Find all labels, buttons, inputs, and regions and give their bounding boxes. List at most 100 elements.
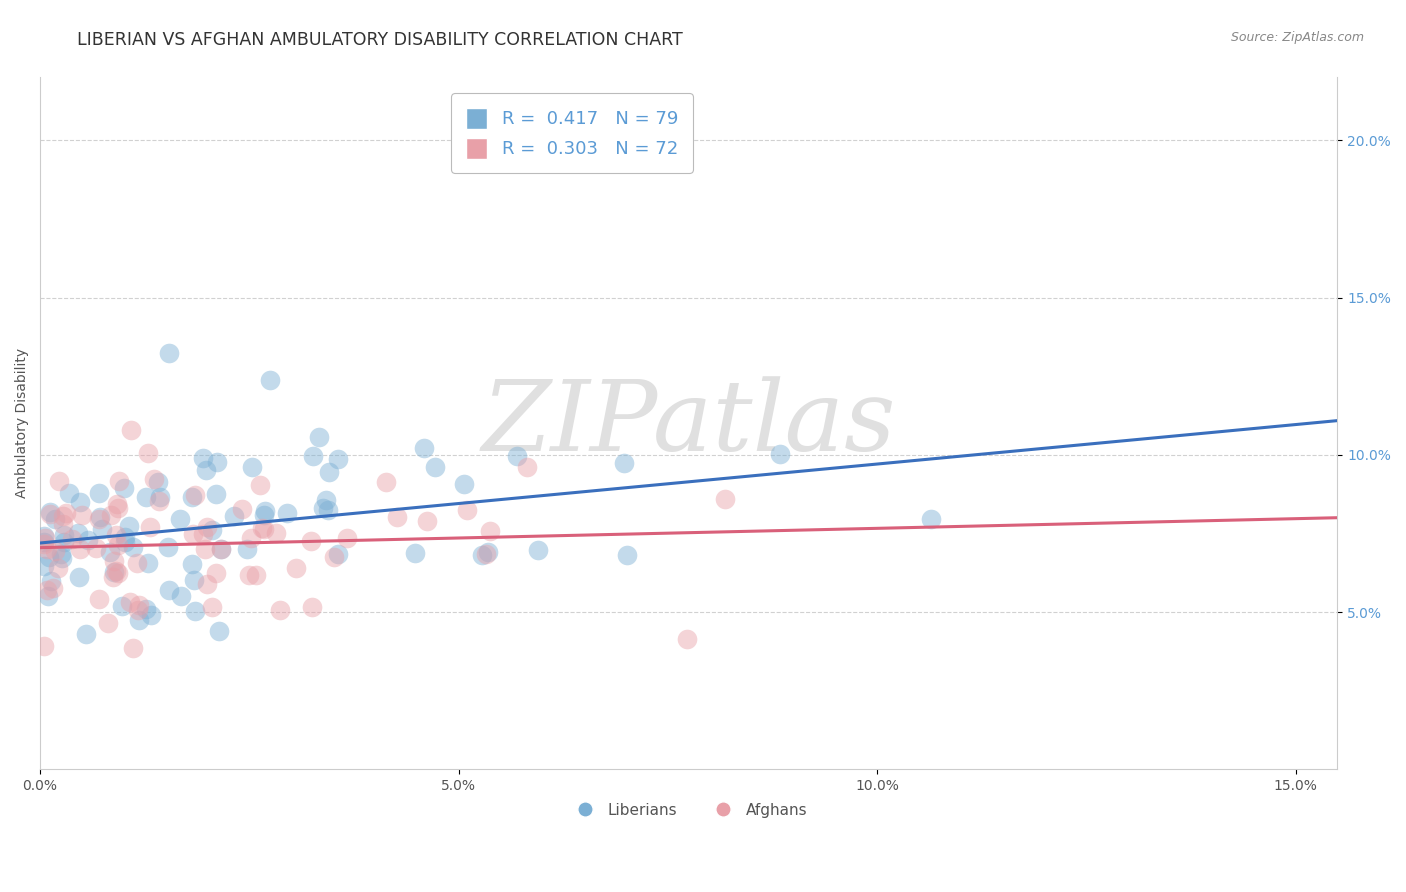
Point <box>103 554 125 568</box>
Point <box>51 550 73 565</box>
Point <box>404 546 426 560</box>
Point <box>89 512 111 526</box>
Point <box>479 524 502 538</box>
Point <box>60 533 83 547</box>
Point <box>374 475 396 490</box>
Point <box>527 542 550 557</box>
Point <box>37 589 59 603</box>
Point <box>516 459 538 474</box>
Point <box>105 564 128 578</box>
Point <box>122 540 145 554</box>
Point <box>312 501 335 516</box>
Point <box>308 430 330 444</box>
Point <box>58 486 80 500</box>
Text: LIBERIAN VS AFGHAN AMBULATORY DISABILITY CORRELATION CHART: LIBERIAN VS AFGHAN AMBULATORY DISABILITY… <box>77 31 683 49</box>
Point <box>183 573 205 587</box>
Point <box>108 475 131 489</box>
Point <box>107 538 129 552</box>
Point <box>37 583 59 598</box>
Point <box>84 541 107 555</box>
Point <box>148 493 170 508</box>
Point <box>180 490 202 504</box>
Point <box>157 541 180 555</box>
Point <box>231 502 253 516</box>
Point <box>195 520 218 534</box>
Point <box>253 523 276 537</box>
Point <box>128 599 150 613</box>
Point <box>245 567 267 582</box>
Point <box>136 556 159 570</box>
Point <box>181 527 204 541</box>
Point <box>107 566 129 580</box>
Point <box>328 452 350 467</box>
Point <box>323 549 346 564</box>
Point <box>416 514 439 528</box>
Point <box>75 627 97 641</box>
Point <box>284 561 307 575</box>
Point <box>143 472 166 486</box>
Point <box>315 492 337 507</box>
Point <box>34 639 56 653</box>
Point <box>714 491 737 506</box>
Point <box>769 447 792 461</box>
Point <box>128 613 150 627</box>
Point <box>49 547 72 561</box>
Point <box>253 504 276 518</box>
Point <box>120 423 142 437</box>
Point <box>157 582 180 597</box>
Point <box>34 529 56 543</box>
Point <box>146 475 169 489</box>
Point <box>89 510 111 524</box>
Point <box>236 542 259 557</box>
Point <box>118 595 141 609</box>
Point <box>46 561 69 575</box>
Point <box>44 544 66 558</box>
Point <box>301 599 323 614</box>
Point <box>264 526 287 541</box>
Point <box>53 528 76 542</box>
Point <box>101 570 124 584</box>
Point <box>184 488 207 502</box>
Point <box>105 497 128 511</box>
Point <box>138 520 160 534</box>
Point <box>249 478 271 492</box>
Point <box>477 545 499 559</box>
Point <box>208 624 231 638</box>
Point <box>66 526 89 541</box>
Point <box>253 508 276 523</box>
Point <box>39 504 62 518</box>
Point <box>453 476 475 491</box>
Point <box>471 548 494 562</box>
Point <box>52 516 75 531</box>
Y-axis label: Ambulatory Disability: Ambulatory Disability <box>15 348 30 499</box>
Point <box>183 604 205 618</box>
Point <box>205 454 228 468</box>
Point <box>252 520 274 534</box>
Point <box>269 602 291 616</box>
Text: ZIPatlas: ZIPatlas <box>481 376 896 471</box>
Point <box>209 542 232 557</box>
Point <box>385 509 408 524</box>
Point <box>34 535 56 549</box>
Point <box>205 566 228 581</box>
Point <box>136 446 159 460</box>
Point <box>170 589 193 603</box>
Point <box>195 463 218 477</box>
Point <box>91 522 114 536</box>
Point <box>201 523 224 537</box>
Point <box>413 441 436 455</box>
Point <box>69 495 91 509</box>
Point <box>118 519 141 533</box>
Point <box>456 503 478 517</box>
Point <box>52 509 75 524</box>
Point <box>328 547 350 561</box>
Point <box>191 450 214 465</box>
Point <box>98 545 121 559</box>
Point <box>55 507 77 521</box>
Point <box>613 456 636 470</box>
Point <box>97 615 120 630</box>
Point <box>139 607 162 622</box>
Point <box>194 541 217 556</box>
Point <box>104 528 127 542</box>
Point <box>238 568 260 582</box>
